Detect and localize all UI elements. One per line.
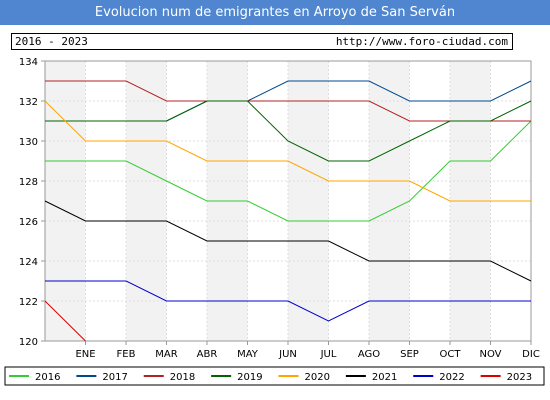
x-tick-label: NOV [479,349,501,360]
y-tick-label: 130 [19,137,38,148]
period-label: 2016 - 2023 [15,35,88,48]
plot-band [288,61,329,341]
chart-title: Evolucion num de emigrantes en Arroyo de… [0,0,550,25]
legend-label-2016: 2016 [35,372,60,383]
plot-band [369,61,410,341]
legend-box [4,366,545,386]
x-tick-label: ABR [197,349,218,360]
series-lines [44,80,532,342]
series-line-2023 [44,300,86,342]
y-tick-label: 132 [19,97,38,108]
y-tick-label: 122 [19,297,38,308]
plot-band [45,61,86,341]
legend-label-2020: 2020 [305,372,330,383]
series-line-2021 [44,200,532,282]
y-tick-label: 120 [19,337,38,348]
x-tick-label: SEP [400,349,419,360]
series-line-2019 [45,100,532,162]
legend-label-2022: 2022 [439,372,464,383]
x-tick-label: JUL [320,349,337,360]
x-tick-label: OCT [440,349,462,360]
x-tick-label: FEB [117,349,136,360]
x-tick-label: AGO [358,349,380,360]
y-tick-label: 134 [19,57,38,68]
legend-label-2019: 2019 [237,372,262,383]
plot-band [126,61,167,341]
series-line-2020 [44,100,531,202]
series-line-2022 [45,280,531,322]
x-tick-label: MAR [155,349,177,360]
legend-label-2018: 2018 [170,372,195,383]
series-line-2016 [45,120,532,222]
x-tick-label: DIC [522,349,540,360]
y-tick-label: 124 [19,257,38,268]
source-url[interactable]: http://www.foro-ciudad.com [335,35,508,48]
y-tick-label: 126 [19,217,38,228]
y-tick-label: 128 [19,177,38,188]
legend-label-2017: 2017 [102,372,127,383]
legend: 2016 2017 2018 2019 2020 2021 2022 2023 [4,366,545,386]
legend-label-2023: 2023 [507,372,532,383]
x-axis-ticks: ENE FEB MAR ABR MAY JUN JUL AGO SEP OCT NOV DIC [75,341,540,360]
legend-label-2021: 2021 [372,372,397,383]
info-bar: 2016 - 2023 http://www.foro-ciudad.com [11,33,513,50]
x-tick-label: ENE [75,349,95,360]
y-axis-ticks: 120 122 124 126 128 130 132 134 [19,57,45,348]
x-tick-label: JUN [278,349,297,360]
x-tick-label: MAY [237,349,259,360]
